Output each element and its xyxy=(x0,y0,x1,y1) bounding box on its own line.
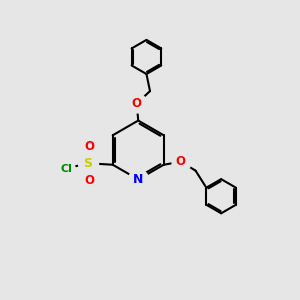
Text: O: O xyxy=(132,97,142,110)
Text: N: N xyxy=(133,173,143,186)
Text: Cl: Cl xyxy=(61,164,72,173)
Text: S: S xyxy=(83,157,92,170)
Text: O: O xyxy=(176,155,186,168)
Text: O: O xyxy=(84,174,94,187)
Text: O: O xyxy=(84,140,94,153)
